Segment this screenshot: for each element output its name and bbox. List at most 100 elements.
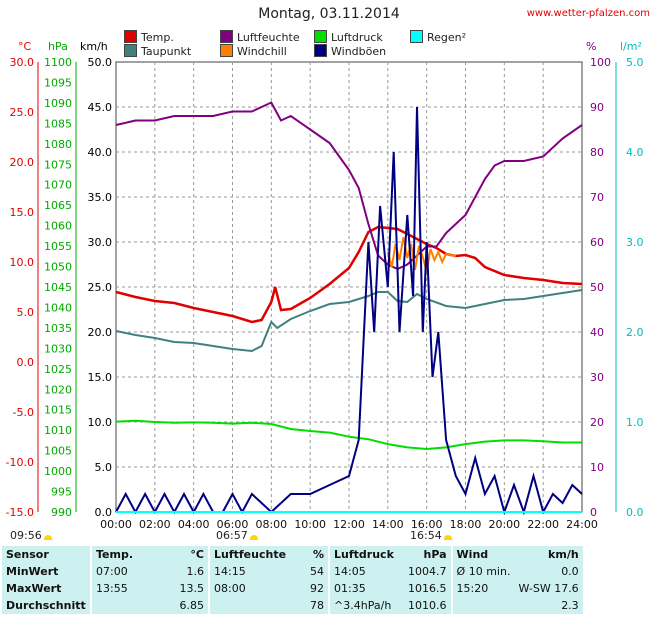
humidity-tick-label: 40 bbox=[590, 326, 604, 339]
x-tick-label: 16:00 bbox=[411, 518, 443, 531]
x-tick-label: 18:00 bbox=[450, 518, 482, 531]
humidity-tick-label: 100 bbox=[590, 56, 611, 69]
rain-tick-label: 5.0 bbox=[626, 56, 644, 69]
legend-gusts: Windböen bbox=[314, 44, 386, 58]
temp-tick-label: 10.0 bbox=[10, 256, 35, 269]
series-luftdruck-line bbox=[115, 419, 582, 451]
wind-tick-label: 35.0 bbox=[88, 191, 113, 204]
legend-humidity-swatch bbox=[220, 30, 233, 43]
x-tick-label: 06:00 bbox=[217, 518, 249, 531]
sunrise-label: 06:57 bbox=[216, 529, 258, 542]
sunset-label: 16:54 bbox=[410, 529, 452, 542]
stats-max-hum-val: 92 bbox=[290, 580, 331, 597]
pressure-tick-label: 1040 bbox=[44, 301, 72, 314]
stats-min-hum-time: 14:15 bbox=[214, 565, 246, 578]
stats-row-max: MaxWert 13:55 13.5 08:00 92 01:35 1016.5… bbox=[2, 580, 585, 597]
temp-tick-label: -15.0 bbox=[6, 506, 34, 519]
legend-windchill-swatch bbox=[220, 44, 233, 57]
stats-min-press-time: 14:05 bbox=[334, 565, 366, 578]
x-tick-label: 08:00 bbox=[255, 518, 287, 531]
pressure-tick-label: 1080 bbox=[44, 138, 72, 151]
sun-icon bbox=[43, 535, 52, 540]
x-tick-label: 12:00 bbox=[333, 518, 365, 531]
pressure-tick-label: 1060 bbox=[44, 220, 72, 233]
stats-avg-press-val: 1010.6 bbox=[404, 597, 453, 614]
legend-windchill-label: Windchill bbox=[237, 45, 287, 58]
legend-pressure: Luftdruck bbox=[314, 30, 383, 44]
rain-tick-label: 4.0 bbox=[626, 146, 644, 159]
stats-min-temp-val: 1.6 bbox=[164, 563, 210, 580]
humidity-tick-label: 90 bbox=[590, 101, 604, 114]
rain-tick-label: 2.0 bbox=[626, 326, 644, 339]
stats-avg-wind-val: 2.3 bbox=[514, 597, 585, 614]
humidity-tick-label: 10 bbox=[590, 461, 604, 474]
stats-avg-temp-time bbox=[91, 597, 164, 614]
legend-temp-label: Temp. bbox=[141, 31, 174, 44]
stats-h-temp: Temp. bbox=[96, 548, 134, 561]
legend-dewpoint-label: Taupunkt bbox=[141, 45, 192, 58]
pressure-tick-label: 1095 bbox=[44, 76, 72, 89]
pressure-tick-label: 1000 bbox=[44, 465, 72, 478]
site-link[interactable]: www.wetter-pfalzen.com bbox=[526, 8, 650, 19]
x-tick-label: 22:00 bbox=[527, 518, 559, 531]
prev-sun-time: 09:56 bbox=[10, 529, 42, 542]
sunset-time: 16:54 bbox=[410, 529, 442, 542]
stats-avg-temp-val: 6.85 bbox=[164, 597, 210, 614]
pressure-tick-label: 995 bbox=[51, 486, 72, 499]
stats-min-press-val: 1004.7 bbox=[404, 563, 453, 580]
legend-temp-swatch bbox=[124, 30, 137, 43]
wind-tick-label: 40.0 bbox=[88, 146, 113, 159]
pressure-tick-label: 1085 bbox=[44, 117, 72, 130]
x-tick-label: 24:00 bbox=[566, 518, 598, 531]
stats-max-press-val: 1016.5 bbox=[404, 580, 453, 597]
rain-tick-label: 1.0 bbox=[626, 416, 644, 429]
humidity-unit: % bbox=[586, 40, 597, 53]
series-windchill-line bbox=[386, 236, 457, 273]
series-taupunkt-line bbox=[115, 289, 583, 353]
pressure-tick-label: 1015 bbox=[44, 404, 72, 417]
stats-min-wind-val: 0.0 bbox=[514, 563, 585, 580]
temp-tick-label: -5.0 bbox=[13, 406, 34, 419]
pressure-tick-label: 1050 bbox=[44, 261, 72, 274]
stats-max-wind-val: W-SW 17.6 bbox=[514, 580, 585, 597]
wind-tick-label: 0.0 bbox=[95, 506, 113, 519]
legend-humidity-label: Luftfeuchte bbox=[237, 31, 300, 44]
wind-tick-label: 15.0 bbox=[88, 371, 113, 384]
temp-tick-label: 25.0 bbox=[10, 106, 35, 119]
pressure-unit: hPa bbox=[48, 40, 68, 53]
stats-max-label: MaxWert bbox=[2, 580, 92, 597]
weather-chart: 00:00 02:00 04:00 06:00 08:00 10:00 12:00 14:00… bbox=[6, 56, 644, 531]
x-tick-label: 10:00 bbox=[294, 518, 326, 531]
pressure-tick-label: 1075 bbox=[44, 158, 72, 171]
legend-gusts-label: Windböen bbox=[331, 45, 387, 58]
stats-avg-hum-val: 78 bbox=[290, 597, 331, 614]
stats-max-hum-time: 08:00 bbox=[214, 582, 246, 595]
x-tick-label: 20:00 bbox=[488, 518, 520, 531]
humidity-tick-label: 50 bbox=[590, 281, 604, 294]
prev-sun-label: 09:56 bbox=[10, 529, 52, 542]
legend-windchill: Windchill bbox=[220, 44, 287, 58]
sunset-icon bbox=[443, 535, 452, 540]
x-tick-label: 14:00 bbox=[372, 518, 404, 531]
legend-rain-swatch bbox=[410, 30, 423, 43]
pressure-tick-label: 1010 bbox=[44, 424, 72, 437]
wind-tick-label: 30.0 bbox=[88, 236, 113, 249]
sunrise-icon bbox=[249, 535, 258, 540]
pressure-tick-label: 1030 bbox=[44, 342, 72, 355]
temp-unit: °C bbox=[18, 40, 32, 53]
pressure-tick-label: 1065 bbox=[44, 199, 72, 212]
stats-max-temp-time: 13:55 bbox=[96, 582, 128, 595]
x-tick-label: 04:00 bbox=[178, 518, 210, 531]
wind-tick-label: 50.0 bbox=[88, 56, 113, 69]
humidity-tick-label: 80 bbox=[590, 146, 604, 159]
pressure-tick-label: 1100 bbox=[44, 56, 72, 69]
stats-h-wind-unit: km/h bbox=[514, 546, 585, 563]
temp-tick-label: -10.0 bbox=[6, 456, 34, 469]
wind-tick-label: 10.0 bbox=[88, 416, 113, 429]
series-temp-line bbox=[115, 225, 583, 324]
stats-min-label: MinWert bbox=[2, 563, 92, 580]
legend-pressure-swatch bbox=[314, 30, 327, 43]
stats-h-hum-unit: % bbox=[290, 546, 331, 563]
stats-row-min: MinWert 07:00 1.6 14:15 54 14:05 1004.7 … bbox=[2, 563, 585, 580]
stats-h-hum: Luftfeuchte bbox=[214, 548, 287, 561]
